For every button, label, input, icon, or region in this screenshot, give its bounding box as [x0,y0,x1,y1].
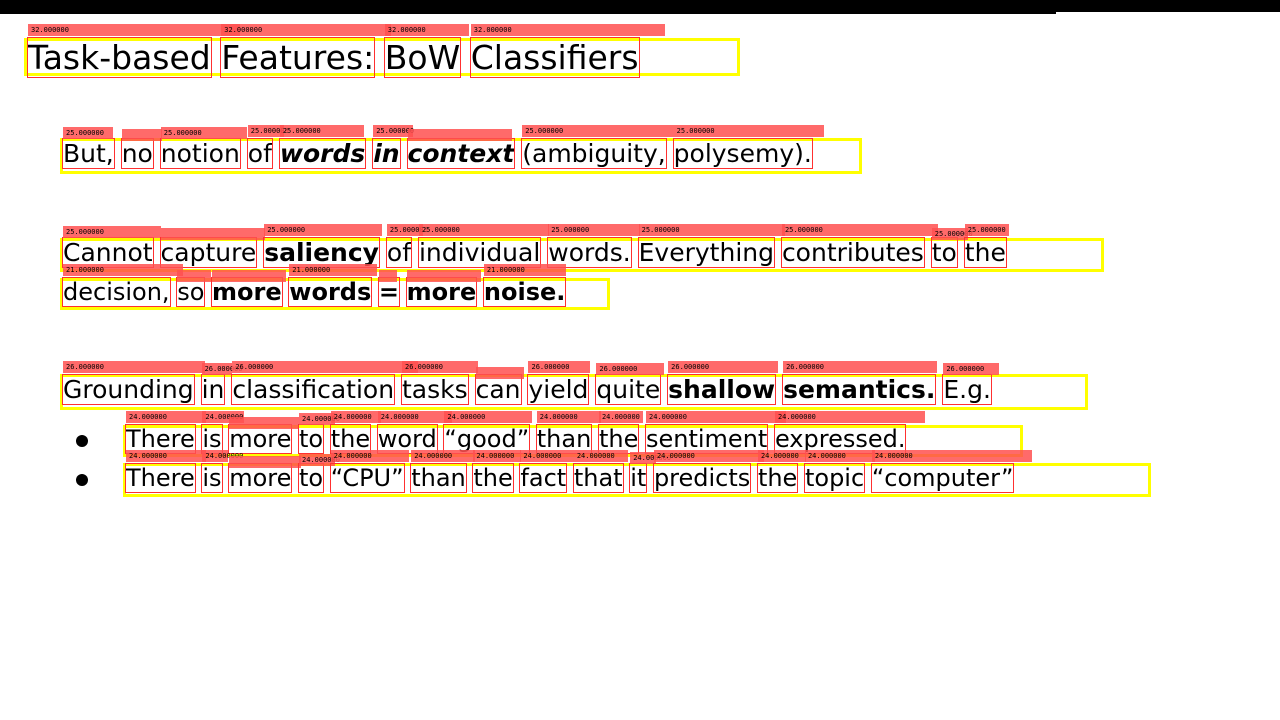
word-emphasis: more [211,270,287,307]
word-emphasis: 26.000000 semantics. [782,361,938,405]
word-emphasis: 26.000000 shallow [667,361,779,405]
word: 24.000000 word [376,411,452,454]
word: 25.000000 of [385,224,428,268]
word: more [228,456,302,493]
word: more [228,417,300,454]
word: 24.000000 the [597,411,643,454]
word: 26.000000 classification [231,361,419,405]
word: 25.000000 Cannot [62,226,161,268]
para1-text: 25.000000 But, no 25.000000 notion 25.0000… [62,125,824,169]
word: 26.000000 in [200,363,243,405]
word: 24.000000 to [298,454,340,493]
para2-line2: 21.000000 decision, so more 21.000000 word… [62,264,567,307]
word: 24.000000 than [535,411,601,454]
word: 25.000000 Everything [637,224,785,268]
word: 24.000000 “CPU” [329,450,409,493]
word: 24.000000 it [629,452,672,493]
word: 25.000000 individual [417,224,549,268]
word: 25.000000 words. [547,224,641,268]
word: can [474,367,524,405]
word: 26.000000 Grounding [62,361,205,405]
title-word: 32.000000 BoW [383,24,469,78]
word: 24.000000 the [329,411,381,454]
word: 24.000000 expressed. [773,411,925,454]
word-emphasis: 25.000000 in [372,125,415,169]
title-word: 32.000000 Task-based [27,24,240,78]
word: 26.000000 yield [527,361,591,405]
word: 24.000000 There [125,411,206,454]
para2-frame-line1 [60,238,1104,272]
bullet2-text: 24.000000 There 24.000000 is more 24.00000… [125,450,1032,493]
word: 21.000000 decision, [62,264,183,307]
word: 24.000000 the [472,450,522,493]
word-emphasis: 21.000000 words [288,264,378,307]
word: 25.000000 But, [62,127,115,169]
bullet2-frame [123,463,1151,497]
word: 25.000000 (ambiguity, [521,125,675,169]
slide-title: 32.000000 Task-based 32.000000 Features: 3… [27,24,665,78]
word: 24.000000 “computer” [870,450,1032,493]
word: 24.000000 “good” [443,411,533,454]
word: 26.000000 E.g. [942,363,1000,405]
word: so [176,270,212,307]
word: 25.000000 of [246,125,289,169]
top-bar-gap [1056,12,1280,14]
word: 24.000000 fact [519,450,575,493]
word: 24.000000 is [201,450,244,493]
word: no [120,129,162,169]
word: 25.000000 the [963,224,1009,268]
word: 25.000000 polysemy). [672,125,824,169]
para3-text: 26.000000 Grounding 26.000000 in 26.000000… [62,361,1000,405]
word-emphasis: = [377,270,401,307]
word: capture [159,228,265,268]
top-bar [0,0,1280,14]
word-emphasis: 25.000000 words [278,125,367,169]
para2-frame-line2 [60,278,610,310]
word: 24.000000 the [756,450,806,493]
word-emphasis: 25.000000 saliency [263,224,383,268]
word: 24.000000 topic [803,450,875,493]
word: 24.000000 predicts [652,450,764,493]
title-word: 32.000000 Features: [220,24,392,78]
title-frame [24,38,740,76]
word-emphasis: 21.000000 noise. [482,264,567,307]
word-emphasis: context [406,129,516,169]
para3-frame [60,374,1088,410]
word: 25.000000 contributes [780,224,938,268]
bullet-dot [76,435,88,447]
word: 24.000000 to [298,413,340,454]
word: 24.000000 is [201,411,245,454]
word: 24.000000 that [572,450,628,493]
word: 26.000000 tasks [401,361,478,405]
word: 24.000000 than [410,450,476,493]
bullet-dot [76,474,88,486]
word: 25.000000 to [930,228,973,268]
word: 24.000000 sentiment [644,411,786,454]
title-word: 32.000000 Classifiers [469,24,665,78]
bullet1-text: 24.000000 There 24.000000 is more 24.00000… [125,411,925,454]
word: 26.000000 quite [595,363,665,405]
para2-line1: 25.000000 Cannot capture 25.000000 salienc… [62,224,1009,268]
word: 24.000000 There [125,450,206,493]
word-emphasis: more [405,270,481,307]
word: 25.000000 notion [159,127,247,169]
